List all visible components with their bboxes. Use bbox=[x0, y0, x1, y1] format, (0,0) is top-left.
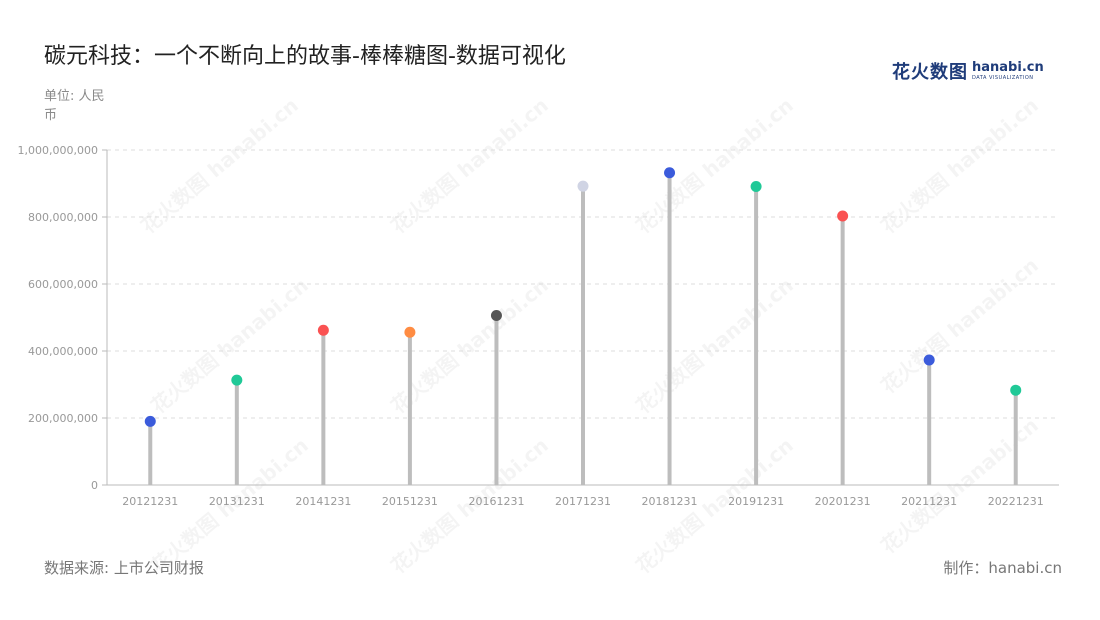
x-axis: 20121231 20131231 20141231 20151231 20161231… bbox=[107, 484, 1059, 508]
logo-en-block: hanabi.cn DATA VISUALIZATION bbox=[972, 59, 1044, 82]
chart-marks bbox=[144, 167, 1022, 485]
x-tick-label: 20191231 bbox=[728, 495, 784, 508]
x-tick-label: 20201231 bbox=[815, 495, 871, 508]
lollipop-dot bbox=[923, 354, 935, 366]
y-tick-label: 1,000,000,000 bbox=[18, 144, 98, 157]
y-tick-label: 0 bbox=[91, 479, 98, 492]
logo-cn-text: 花火数图 bbox=[892, 62, 968, 83]
logo-en-text: hanabi.cn bbox=[972, 59, 1044, 75]
y-tick-label: 200,000,000 bbox=[28, 412, 98, 425]
lollipop-dot bbox=[750, 181, 762, 193]
lollipop-dot bbox=[837, 210, 849, 222]
brand-logo: 花火数图 hanabi.cn DATA VISUALIZATION bbox=[892, 58, 1044, 84]
x-tick-label: 20161231 bbox=[468, 495, 524, 508]
x-tick-label: 20151231 bbox=[382, 495, 438, 508]
unit-label: 单位: 人民币 bbox=[44, 89, 105, 123]
x-tick-label: 20221231 bbox=[988, 495, 1044, 508]
y-tick-label: 600,000,000 bbox=[28, 278, 98, 291]
x-tick-label: 20171231 bbox=[555, 495, 611, 508]
lollipop-dot bbox=[404, 326, 416, 338]
lollipop-dot bbox=[664, 167, 676, 179]
chart-title: 碳元科技：一个不断向上的故事-棒棒糖图-数据可视化 bbox=[44, 44, 566, 69]
x-tick-label: 20141231 bbox=[295, 495, 351, 508]
logo-sub-text: DATA VISUALIZATION bbox=[972, 74, 1034, 81]
lollipop-dot bbox=[1010, 384, 1022, 396]
maker-credit: 制作：hanabi.cn bbox=[943, 559, 1062, 577]
x-tick-label: 20181231 bbox=[642, 495, 698, 508]
data-source: 数据来源: 上市公司财报 bbox=[44, 559, 204, 577]
y-axis: 0 200,000,000 400,000,000 600,000,000 800,00… bbox=[18, 144, 108, 492]
lollipop-dot bbox=[317, 324, 329, 336]
lollipop-dot bbox=[231, 374, 243, 386]
lollipop-dot bbox=[577, 180, 589, 192]
x-tick-label: 20131231 bbox=[209, 495, 265, 508]
lollipop-dot bbox=[144, 415, 156, 427]
y-tick-label: 800,000,000 bbox=[28, 211, 98, 224]
lollipop-dot bbox=[490, 309, 502, 321]
x-tick-label: 20211231 bbox=[901, 495, 957, 508]
y-tick-label: 400,000,000 bbox=[28, 345, 98, 358]
x-tick-label: 20121231 bbox=[122, 495, 178, 508]
